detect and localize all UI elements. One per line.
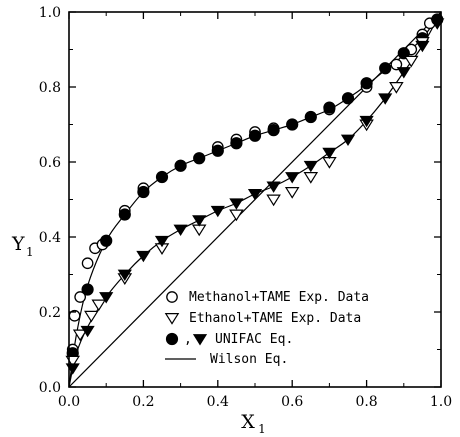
x-axis-title: X bbox=[241, 411, 255, 433]
x-tick-label-3: 0.6 bbox=[281, 394, 303, 410]
data-point-s1-5 bbox=[155, 170, 169, 184]
data-point-s1-13 bbox=[304, 110, 317, 124]
data-point-s3-12 bbox=[285, 172, 300, 184]
data-point-s2-7 bbox=[229, 209, 244, 222]
y-tick-label-2: 0.4 bbox=[39, 230, 61, 246]
x-axis-title-subscript: 1 bbox=[258, 422, 266, 436]
legend-label-2: UNIFAC Eq. bbox=[215, 332, 293, 347]
legend: Methanol+TAME Exp. Data Ethanol+TAME Exp.… bbox=[164, 290, 369, 367]
y-tick-label-5: 1.0 bbox=[39, 5, 61, 21]
data-point-s3-1 bbox=[80, 325, 95, 338]
data-point-s1-11 bbox=[267, 124, 280, 137]
data-point-s1-14 bbox=[323, 101, 336, 114]
data-point-s3-7 bbox=[192, 215, 207, 227]
data-point-s3-18 bbox=[396, 67, 411, 79]
x-tick-label-1: 0.2 bbox=[132, 394, 154, 410]
data-point-s1-4 bbox=[137, 185, 150, 199]
data-point-s3-6 bbox=[173, 224, 188, 237]
data-point-s3-9 bbox=[229, 198, 244, 210]
data-point-s1-17 bbox=[379, 62, 392, 75]
data-point-s1-10 bbox=[248, 129, 262, 142]
data-point-s0-17 bbox=[390, 58, 403, 71]
legend-comma: , bbox=[184, 332, 192, 347]
data-point-s1-3 bbox=[118, 208, 131, 221]
legend-label-1: Ethanol+TAME Exp. Data bbox=[189, 311, 361, 326]
legend-label-3: Wilson Eq. bbox=[210, 352, 288, 367]
x-tick-label-2: 0.4 bbox=[207, 394, 229, 410]
legend-marker-filled-circle bbox=[165, 332, 179, 346]
data-point-s2-3 bbox=[91, 299, 107, 312]
data-point-s3-3 bbox=[117, 269, 132, 282]
data-point-s3-17 bbox=[378, 93, 393, 105]
y-tick-label-0: 0.0 bbox=[39, 380, 61, 396]
data-point-s1-15 bbox=[341, 92, 355, 105]
legend-marker-0 bbox=[166, 291, 178, 303]
data-point-s2-10 bbox=[303, 172, 319, 184]
data-point-s2-14 bbox=[403, 55, 419, 68]
data-point-s3-11 bbox=[266, 181, 281, 193]
data-point-s3-4 bbox=[136, 250, 151, 263]
legend-marker-1 bbox=[164, 313, 180, 325]
wilson-line-1 bbox=[68, 11, 442, 388]
axes: 0.0 0.2 0.4 0.6 0.8 1.00.00.20.40.60.81.0X 1Y 1 bbox=[11, 5, 452, 436]
data-point-s3-5 bbox=[154, 235, 170, 248]
data-point-s0-2 bbox=[74, 291, 87, 303]
data-point-s3-19 bbox=[415, 40, 430, 53]
data-point-s1-2 bbox=[100, 234, 113, 247]
data-point-s2-8 bbox=[266, 194, 281, 207]
data-point-s2-9 bbox=[284, 187, 300, 199]
y-axis-title: Y bbox=[11, 233, 25, 255]
data-point-s0-3 bbox=[81, 257, 94, 270]
data-point-s2-13 bbox=[389, 82, 404, 94]
data-point-s1-7 bbox=[193, 152, 206, 165]
data-point-s1-9 bbox=[230, 137, 243, 150]
data-point-s3-13 bbox=[303, 160, 318, 173]
data-point-s3-15 bbox=[340, 134, 356, 147]
y-tick-label-1: 0.2 bbox=[39, 305, 61, 321]
data-point-s1-1 bbox=[81, 283, 94, 296]
y-tick-label-4: 0.8 bbox=[39, 80, 61, 96]
legend-marker-filled-triangle bbox=[192, 334, 208, 346]
data-point-s3-14 bbox=[322, 147, 337, 160]
data-point-s3-16 bbox=[359, 115, 374, 128]
data-point-s2-2 bbox=[84, 310, 99, 323]
data-point-s3-10 bbox=[247, 189, 263, 201]
x-tick-label-0: 0.0 bbox=[58, 394, 80, 410]
legend-label-0: Methanol+TAME Exp. Data bbox=[189, 290, 369, 305]
y-axis-title-subscript: 1 bbox=[26, 245, 34, 259]
x-tick-label-4: 0.8 bbox=[355, 394, 377, 410]
data-point-s1-16 bbox=[360, 77, 373, 90]
data-point-s3-8 bbox=[210, 205, 225, 218]
data-point-s2-1 bbox=[72, 329, 88, 342]
y-tick-label-3: 0.6 bbox=[39, 155, 61, 171]
data-point-s3-2 bbox=[99, 292, 114, 304]
plot-area bbox=[65, 11, 445, 388]
data-point-s1-8 bbox=[211, 144, 224, 157]
x-tick-label-5: 1.0 bbox=[430, 394, 452, 410]
data-point-s1-6 bbox=[174, 159, 187, 172]
data-point-s1-12 bbox=[286, 118, 299, 131]
